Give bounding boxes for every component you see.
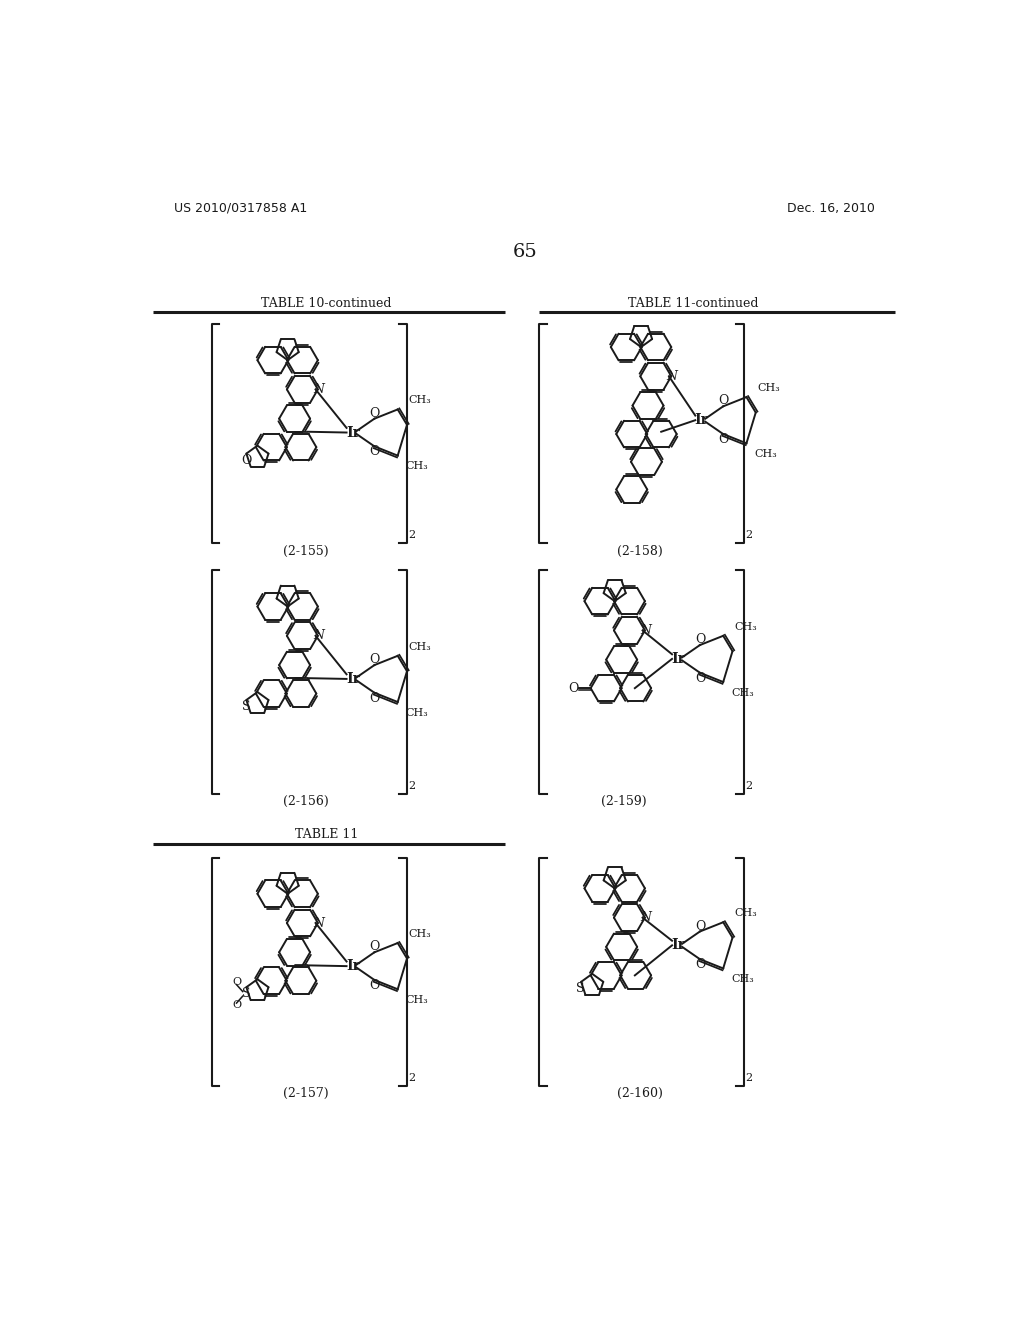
Text: O: O <box>718 395 728 408</box>
Text: TABLE 10-continued: TABLE 10-continued <box>261 297 391 310</box>
Text: Ir: Ir <box>346 672 359 686</box>
Text: (2-156): (2-156) <box>284 795 329 808</box>
Text: S: S <box>242 700 250 713</box>
Text: Ir: Ir <box>346 960 359 973</box>
Text: N: N <box>667 370 678 383</box>
Text: TABLE 11: TABLE 11 <box>295 828 358 841</box>
Text: O: O <box>370 407 380 420</box>
Text: N: N <box>640 911 651 924</box>
Text: O: O <box>718 433 728 446</box>
Text: O: O <box>232 1001 241 1010</box>
Text: CH₃: CH₃ <box>758 383 780 393</box>
Text: O: O <box>370 445 380 458</box>
Text: CH₃: CH₃ <box>734 908 757 917</box>
Text: 2: 2 <box>745 780 753 791</box>
Text: S: S <box>242 987 250 1001</box>
Text: CH₃: CH₃ <box>409 642 431 652</box>
Text: 2: 2 <box>409 531 416 540</box>
Text: Ir: Ir <box>694 413 709 428</box>
Text: N: N <box>313 630 325 643</box>
Text: O: O <box>242 454 252 467</box>
Text: O: O <box>568 681 579 694</box>
Text: N: N <box>313 916 325 929</box>
Text: O: O <box>370 979 380 991</box>
Text: 2: 2 <box>745 531 753 540</box>
Text: N: N <box>313 383 325 396</box>
Text: Ir: Ir <box>346 425 359 440</box>
Text: O: O <box>370 692 380 705</box>
Text: O: O <box>370 940 380 953</box>
Text: S: S <box>577 982 585 995</box>
Text: N: N <box>640 624 651 638</box>
Text: 2: 2 <box>409 1073 416 1084</box>
Text: 2: 2 <box>745 1073 753 1084</box>
Text: (2-157): (2-157) <box>284 1088 329 1101</box>
Text: O: O <box>694 634 706 647</box>
Text: CH₃: CH₃ <box>409 929 431 939</box>
Text: (2-159): (2-159) <box>601 795 647 808</box>
Text: CH₃: CH₃ <box>406 462 428 471</box>
Text: 2: 2 <box>409 780 416 791</box>
Text: US 2010/0317858 A1: US 2010/0317858 A1 <box>174 202 308 215</box>
Text: 65: 65 <box>512 243 538 261</box>
Text: (2-155): (2-155) <box>284 545 329 557</box>
Text: CH₃: CH₃ <box>731 974 754 985</box>
Text: Ir: Ir <box>672 652 685 665</box>
Text: O: O <box>694 672 706 685</box>
Text: Ir: Ir <box>672 939 685 952</box>
Text: O: O <box>694 920 706 933</box>
Text: O: O <box>694 958 706 972</box>
Text: CH₃: CH₃ <box>731 688 754 698</box>
Text: TABLE 11-continued: TABLE 11-continued <box>629 297 759 310</box>
Text: O: O <box>370 653 380 667</box>
Text: CH₃: CH₃ <box>755 449 777 459</box>
Text: (2-160): (2-160) <box>616 1088 663 1101</box>
Text: O: O <box>232 977 241 987</box>
Text: CH₃: CH₃ <box>409 395 431 405</box>
Text: CH₃: CH₃ <box>734 622 757 631</box>
Text: (2-158): (2-158) <box>616 545 663 557</box>
Text: CH₃: CH₃ <box>406 995 428 1005</box>
Text: Dec. 16, 2010: Dec. 16, 2010 <box>787 202 876 215</box>
Text: CH₃: CH₃ <box>406 708 428 718</box>
